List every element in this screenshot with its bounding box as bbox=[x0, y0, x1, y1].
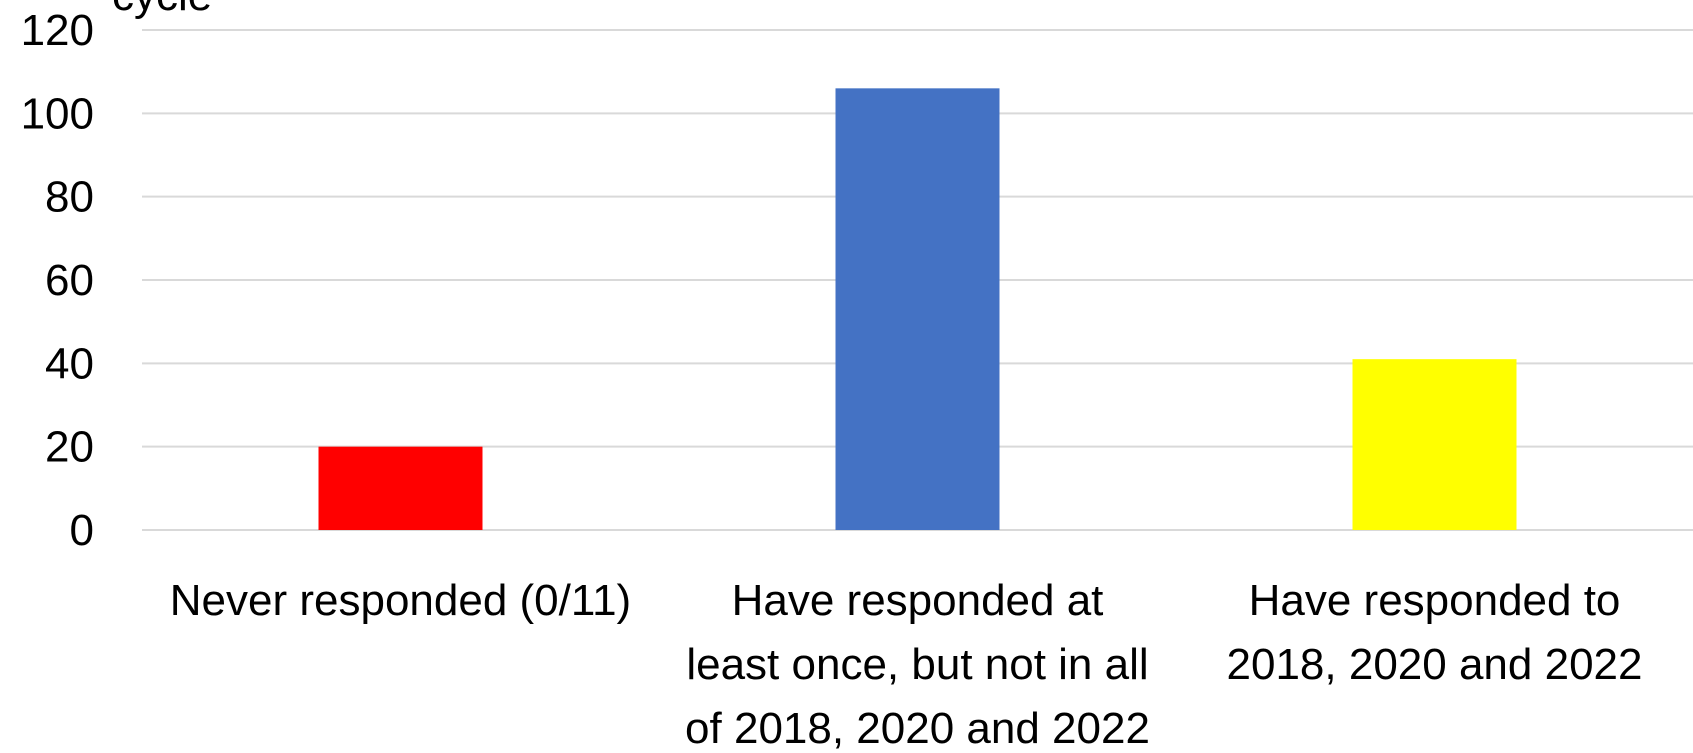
bars bbox=[318, 88, 1517, 530]
y-tick-label: 80 bbox=[45, 173, 94, 222]
x-category-label-line: 2018, 2020 and 2022 bbox=[1227, 640, 1643, 689]
y-tick-label: 120 bbox=[21, 6, 94, 55]
bar bbox=[835, 88, 1000, 530]
y-tick-label: 0 bbox=[70, 506, 94, 555]
x-category-label: Have responded to 2018, 2020 and 2022 bbox=[1227, 576, 1643, 689]
y-axis-label: cycle bbox=[112, 0, 212, 20]
y-tick-label: 60 bbox=[45, 256, 94, 305]
y-tick-label: 100 bbox=[21, 89, 94, 138]
bar bbox=[318, 446, 483, 530]
y-tick-label: 20 bbox=[45, 423, 94, 472]
x-category-label-line: least once, but not in all bbox=[686, 640, 1148, 689]
x-category-label: Never responded (0/11) bbox=[170, 576, 631, 625]
x-category-label-line: of 2018, 2020 and 2022 bbox=[685, 704, 1150, 753]
x-category-label-line: Never responded (0/11) bbox=[170, 576, 631, 625]
x-category-label: Have responded at least once, but not in … bbox=[685, 576, 1150, 753]
y-tick-label: 40 bbox=[45, 339, 94, 388]
x-category-label-line: Have responded to bbox=[1249, 576, 1621, 625]
x-category-label-line: Have responded at bbox=[732, 576, 1104, 625]
x-axis-category-labels: Never responded (0/11) Have responded at l… bbox=[170, 576, 1643, 753]
y-axis-tick-labels: 0 20 40 60 80 100 120 bbox=[21, 6, 94, 555]
bar bbox=[1352, 359, 1517, 530]
